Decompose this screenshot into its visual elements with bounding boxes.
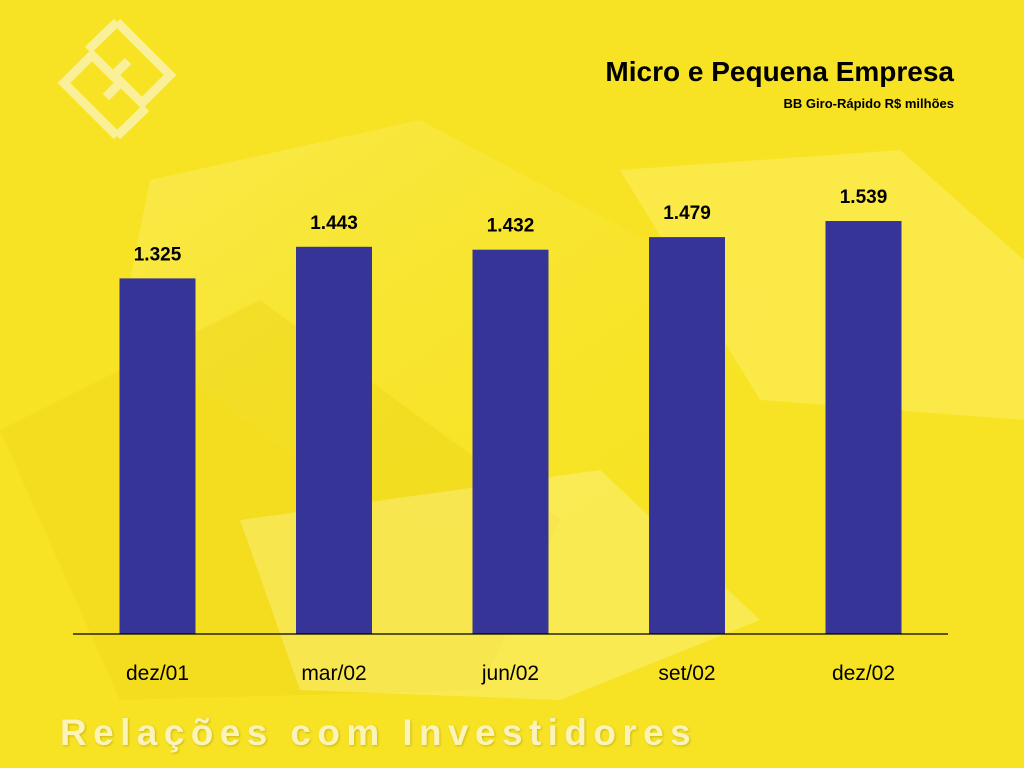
bar-jun/02	[472, 249, 549, 634]
bar-mar/02	[296, 246, 372, 635]
data-label-jun/02: 1.432	[487, 216, 535, 237]
footer-brand-text: Relações com Investidores	[60, 712, 698, 753]
bar-dez/02	[825, 221, 902, 634]
x-tick-label-mar/02: mar/02	[301, 662, 366, 685]
bar-dez/01	[119, 278, 196, 634]
chart-title: Micro e Pequena Empresa	[605, 56, 954, 87]
x-tick-label-set/02: set/02	[658, 662, 715, 685]
x-tick-label-jun/02: jun/02	[481, 662, 539, 685]
data-label-dez/01: 1.325	[134, 244, 182, 265]
bar-set/02	[649, 237, 725, 634]
bank-logo-icon	[57, 18, 177, 140]
data-label-set/02: 1.479	[663, 203, 711, 224]
x-tick-label-dez/01: dez/01	[126, 662, 189, 685]
chart-subtitle: BB Giro-Rápido R$ milhões	[783, 96, 954, 111]
x-tick-label-dez/02: dez/02	[832, 662, 895, 685]
data-label-mar/02: 1.443	[310, 213, 358, 234]
data-label-dez/02: 1.539	[840, 187, 888, 208]
